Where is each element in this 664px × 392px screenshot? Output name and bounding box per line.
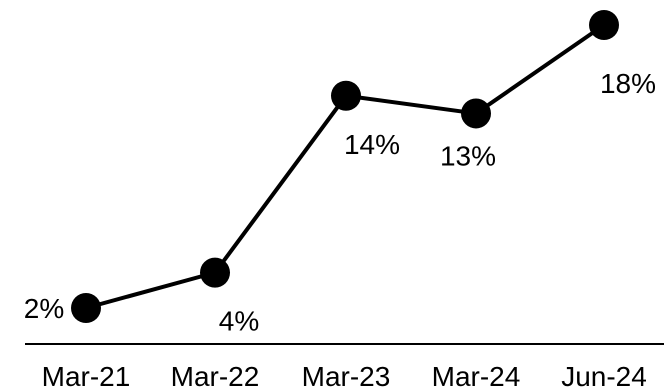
x-tick-label: Mar-23 — [302, 361, 391, 392]
data-point-mar-21 — [71, 293, 101, 323]
x-tick-label: Mar-21 — [42, 361, 131, 392]
data-label-layer: 2% 4% 14% 13% 18% — [24, 68, 656, 337]
x-tick-label-layer: Mar-21 Mar-22 Mar-23 Mar-24 Jun-24 — [42, 361, 647, 392]
data-point-jun-24 — [589, 10, 619, 40]
data-label: 4% — [219, 306, 259, 337]
series-line — [85, 23, 606, 310]
data-label: 2% — [24, 293, 64, 324]
data-point-mar-22 — [200, 257, 230, 288]
data-label: 13% — [440, 140, 496, 171]
x-tick-label: Jun-24 — [561, 361, 647, 392]
data-label: 14% — [344, 129, 400, 160]
x-tick-label: Mar-24 — [432, 361, 521, 392]
data-label: 18% — [600, 68, 656, 99]
data-point-mar-24 — [461, 98, 491, 129]
x-tick-label: Mar-22 — [171, 361, 260, 392]
series-layer — [71, 10, 619, 323]
data-point-mar-23 — [331, 80, 361, 111]
